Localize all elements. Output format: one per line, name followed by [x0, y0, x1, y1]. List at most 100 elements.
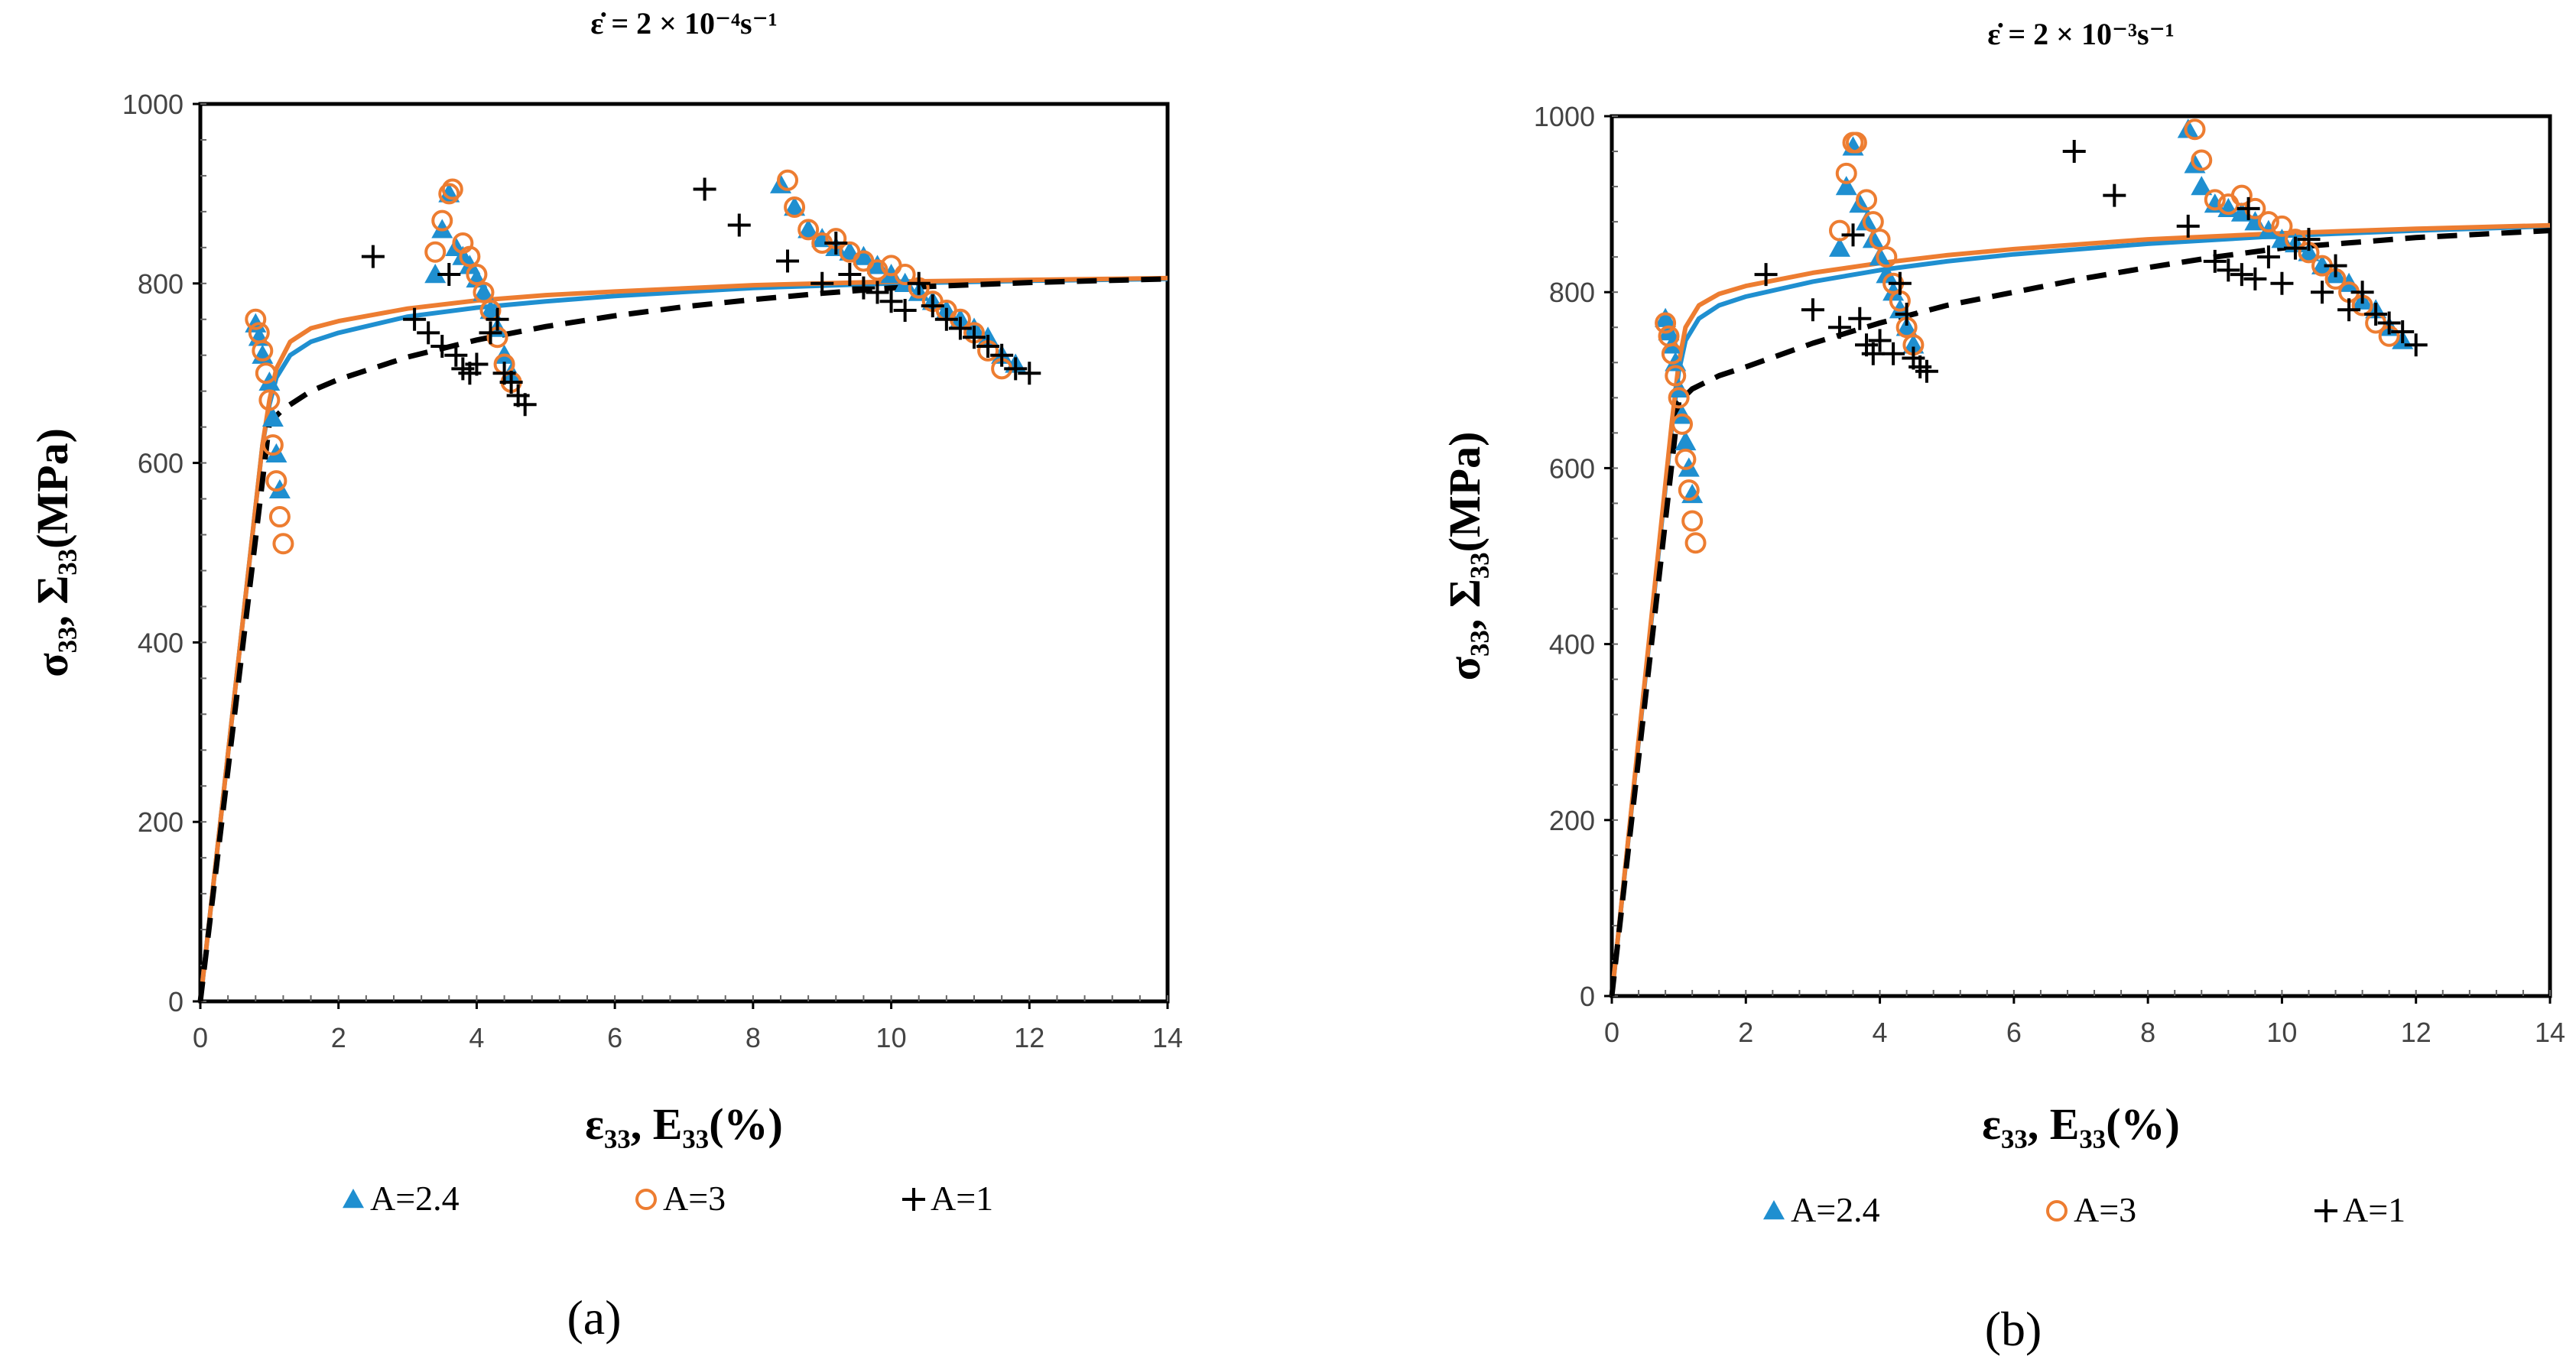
data-point-a-3	[2204, 189, 2226, 211]
data-point-a-3	[1678, 479, 1700, 501]
data-point-a-1	[1861, 342, 1885, 365]
plot-frame	[1610, 114, 2552, 998]
data-point-a-1	[1754, 263, 1778, 287]
data-point-a-1	[879, 290, 903, 313]
data-point-a-1	[907, 271, 931, 295]
x-axis-label: ε₃₃, E₃₃(%)	[585, 1099, 783, 1149]
data-point-a-1	[2324, 254, 2347, 277]
data-point-a-3	[1835, 162, 1857, 184]
x-tick-label: 0	[1604, 1017, 1619, 1048]
data-point-a-3	[1828, 219, 1850, 242]
chart-panel-a: ε̇ = 2 × 10⁻⁴s⁻¹ 0 2 4 6 8 10 12 14 0 200 400 600 800…	[28, 6, 1183, 1345]
data-point-a-2-4	[473, 281, 495, 301]
data-point-a-1	[2203, 249, 2227, 273]
data-point-a-3	[2191, 149, 2213, 171]
data-point-a-3	[1684, 532, 1707, 554]
data-point-a-1	[1915, 359, 1938, 383]
data-point-a-2-4	[261, 407, 284, 427]
data-point-a-1	[2217, 258, 2240, 282]
data-point-a-1	[465, 352, 489, 376]
data-point-a-3	[245, 308, 267, 330]
x-tick-label: 4	[1873, 1017, 1888, 1048]
data-point-a-1	[976, 334, 1000, 358]
data-point-a-2-4	[2191, 176, 2213, 196]
data-point-a-1	[1868, 329, 1892, 352]
data-point-a-3	[1661, 342, 1683, 365]
curve-a-1	[197, 276, 1168, 1002]
data-point-a-2-4	[1655, 307, 1677, 327]
legend-label: A=2.4	[1791, 1190, 1880, 1229]
data-point-a-1	[2311, 281, 2334, 304]
data-point-a-3	[255, 362, 277, 384]
x-tick-label: 6	[2006, 1017, 2022, 1048]
data-point-a-1	[838, 263, 862, 287]
legend-marker	[2315, 1199, 2337, 1222]
data-point-a-1	[2404, 333, 2428, 357]
data-point-a-3	[459, 245, 481, 268]
legend-label: A=1	[931, 1179, 993, 1218]
curve-a-3	[1610, 222, 2551, 997]
data-point-a-1	[776, 249, 800, 273]
y-axis-label: σ₃₃, Σ₃₃(MPa)	[1440, 432, 1489, 681]
data-point-a-1	[2270, 271, 2294, 295]
data-point-a-1	[2377, 311, 2401, 335]
y-tick-label: 1000	[122, 89, 184, 120]
data-point-a-2-4	[479, 300, 502, 320]
data-point-a-2-4	[1856, 211, 1878, 231]
data-point-a-3	[1869, 229, 1891, 251]
curve-a-2-4	[198, 276, 1168, 1002]
data-point-a-1	[2243, 267, 2267, 290]
x-tick-label: 10	[2266, 1017, 2297, 1048]
data-point-a-1	[2391, 320, 2415, 343]
curve-a-2-4	[1610, 223, 2551, 997]
data-point-a-1	[934, 307, 958, 331]
legend-label: A=3	[663, 1179, 726, 1218]
data-point-a-2-4	[1895, 316, 1918, 336]
panel-label: (b)	[1985, 1302, 2042, 1356]
legend-label: A=3	[2074, 1190, 2136, 1229]
data-point-a-2-4	[2311, 255, 2334, 274]
data-point-a-2-4	[784, 196, 806, 216]
data-point-a-1	[361, 245, 385, 268]
data-point-a-1	[437, 263, 461, 287]
x-tick-label: 0	[193, 1022, 208, 1053]
data-point-a-3	[777, 169, 799, 191]
data-point-a-1	[1882, 342, 1905, 365]
data-point-a-1	[990, 343, 1014, 367]
legend-marker	[902, 1188, 925, 1211]
data-point-a-1	[2176, 214, 2200, 238]
y-tick-label: 600	[138, 448, 184, 479]
data-point-a-1	[1004, 357, 1028, 381]
data-point-a-1	[2297, 228, 2321, 251]
x-axis-label: ε₃₃, E₃₃(%)	[1982, 1099, 2180, 1149]
data-point-a-1	[852, 276, 875, 300]
data-point-a-2-4	[1876, 264, 1898, 284]
data-point-a-2-4	[1675, 430, 1697, 451]
legend-marker	[635, 1189, 657, 1210]
data-point-a-1	[2237, 196, 2260, 220]
chart-title: ε̇ = 2 × 10⁻³s⁻¹	[1987, 17, 2174, 51]
x-tick-label: 12	[2401, 1017, 2431, 1048]
y-tick-label: 200	[1549, 805, 1595, 836]
data-point-a-3	[1671, 413, 1694, 435]
data-point-a-1	[1888, 271, 1912, 295]
y-axis-label: σ₃₃, Σ₃₃(MPa)	[28, 428, 77, 677]
data-point-a-3	[431, 209, 453, 232]
y-tick-label: 600	[1549, 453, 1595, 484]
y-tick-label: 800	[138, 268, 184, 300]
data-point-a-2-4	[1902, 334, 1925, 354]
data-point-a-1	[866, 281, 889, 304]
y-tick-label: 800	[1549, 277, 1595, 308]
x-tick-label: 8	[2140, 1017, 2155, 1048]
legend-label: A=2.4	[370, 1179, 460, 1218]
data-point-a-1	[1895, 302, 1918, 326]
data-point-a-2-4	[2298, 242, 2320, 261]
data-point-a-1	[444, 343, 468, 367]
chart-panel-b: ε̇ = 2 × 10⁻³s⁻¹ 0 2 4 6 8 10 12 14 0 200 400 600 800…	[1440, 17, 2565, 1356]
chart-title: ε̇ = 2 × 10⁻⁴s⁻¹	[590, 6, 777, 41]
data-point-a-3	[272, 533, 294, 555]
data-point-a-2-4	[424, 264, 447, 284]
data-point-a-2-4	[853, 245, 875, 265]
data-point-a-1	[2337, 298, 2361, 322]
